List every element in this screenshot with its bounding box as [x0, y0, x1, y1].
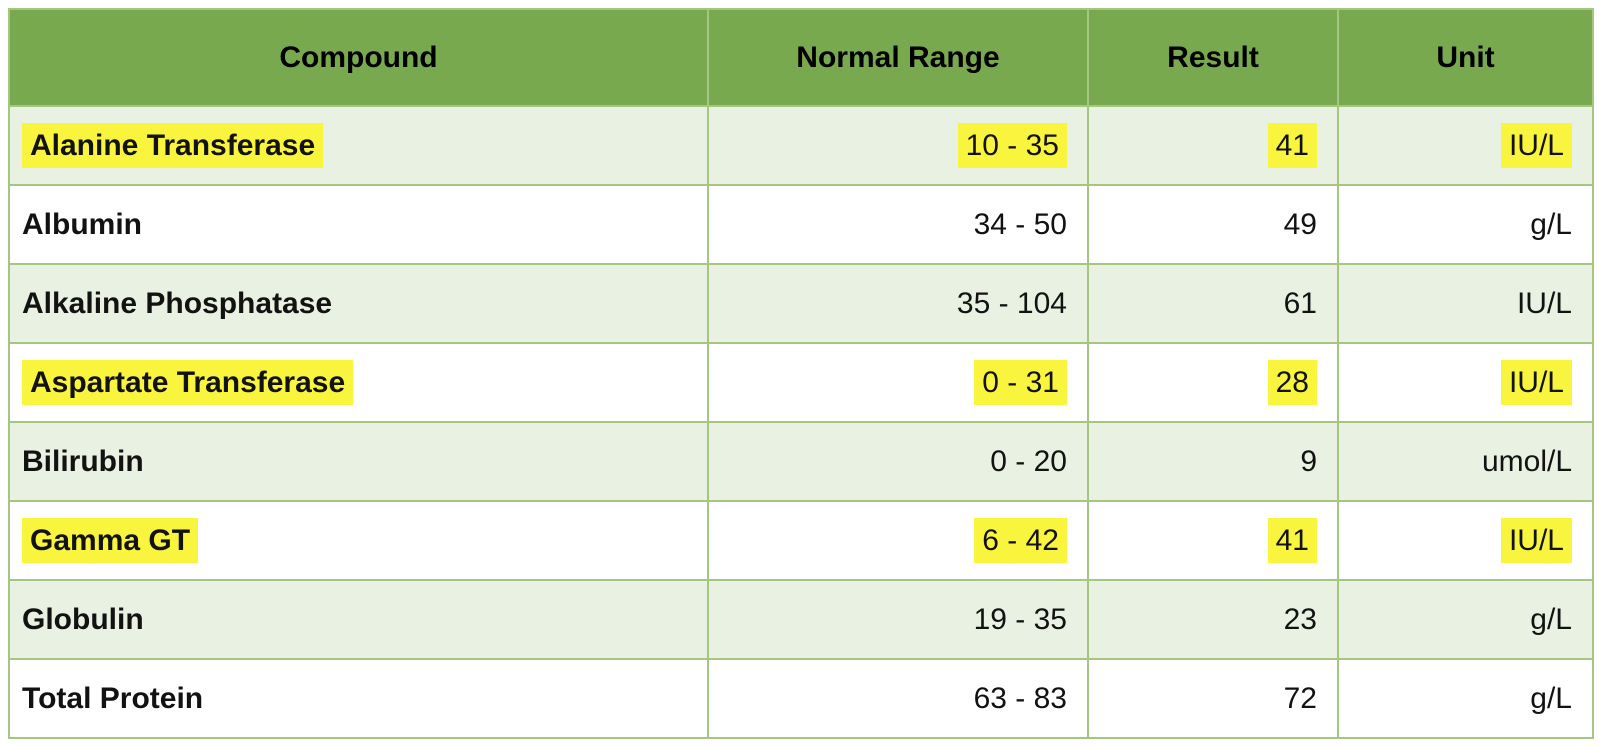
- result-cell: 28: [1087, 342, 1339, 423]
- result-cell: 49: [1087, 184, 1339, 265]
- cell-value: g/L: [1530, 207, 1572, 241]
- unit-cell: IU/L: [1337, 500, 1594, 581]
- table-header: Compound Normal Range Result Unit: [8, 8, 1594, 107]
- highlighted-value: 28: [1267, 359, 1317, 405]
- highlighted-value: IU/L: [1500, 517, 1572, 563]
- table-row: Gamma GT 6 - 42 41 IU/L: [8, 500, 1594, 581]
- cell-value: 61: [1283, 286, 1317, 320]
- cell-value: Globulin: [22, 602, 144, 636]
- normal-range-cell: 6 - 42: [707, 500, 1089, 581]
- unit-cell: g/L: [1337, 184, 1594, 265]
- highlighted-value: Aspartate Transferase: [22, 359, 354, 405]
- normal-range-cell: 10 - 35: [707, 105, 1089, 186]
- result-cell: 41: [1087, 105, 1339, 186]
- cell-value: 19 - 35: [973, 602, 1067, 636]
- cell-value: 49: [1283, 207, 1317, 241]
- table-row: Total Protein 63 - 83 72 g/L: [8, 658, 1594, 739]
- highlighted-value: 10 - 35: [957, 122, 1067, 168]
- normal-range-cell: 19 - 35: [707, 579, 1089, 660]
- cell-value: 0 - 20: [990, 444, 1067, 478]
- cell-value: Albumin: [22, 207, 142, 241]
- unit-cell: umol/L: [1337, 421, 1594, 502]
- normal-range-cell: 0 - 20: [707, 421, 1089, 502]
- unit-cell: IU/L: [1337, 263, 1594, 344]
- highlighted-value: 41: [1267, 122, 1317, 168]
- table-row: Alanine Transferase 10 - 35 41 IU/L: [8, 105, 1594, 186]
- highlighted-value: Gamma GT: [22, 517, 199, 563]
- cell-value: 9: [1300, 444, 1317, 478]
- cell-value: Total Protein: [22, 681, 204, 715]
- highlighted-value: IU/L: [1500, 359, 1572, 405]
- results-tbody: Alanine Transferase 10 - 35 41 IU/L Albumin 3…: [8, 105, 1594, 739]
- table-row: Alkaline Phosphatase 35 - 104 61 IU/L: [8, 263, 1594, 344]
- column-header-compound: Compound: [8, 8, 709, 107]
- column-header-result: Result: [1087, 8, 1339, 107]
- normal-range-cell: 0 - 31: [707, 342, 1089, 423]
- compound-cell: Alanine Transferase: [8, 105, 709, 186]
- lab-results-table: Compound Normal Range Result Unit Alanin…: [8, 8, 1594, 739]
- result-cell: 61: [1087, 263, 1339, 344]
- highlighted-value: 0 - 31: [974, 359, 1067, 405]
- header-row: Compound Normal Range Result Unit: [8, 8, 1594, 107]
- table-row: Aspartate Transferase 0 - 31 28 IU/L: [8, 342, 1594, 423]
- result-cell: 41: [1087, 500, 1339, 581]
- highlighted-value: 6 - 42: [974, 517, 1067, 563]
- compound-cell: Gamma GT: [8, 500, 709, 581]
- cell-value: umol/L: [1481, 444, 1572, 478]
- table-row: Bilirubin 0 - 20 9 umol/L: [8, 421, 1594, 502]
- column-header-normal-range: Normal Range: [707, 8, 1089, 107]
- cell-value: Alkaline Phosphatase: [22, 286, 333, 320]
- highlighted-value: Alanine Transferase: [22, 122, 324, 168]
- unit-cell: g/L: [1337, 579, 1594, 660]
- column-header-unit: Unit: [1337, 8, 1594, 107]
- compound-cell: Globulin: [8, 579, 709, 660]
- result-cell: 9: [1087, 421, 1339, 502]
- compound-cell: Albumin: [8, 184, 709, 265]
- compound-cell: Bilirubin: [8, 421, 709, 502]
- cell-value: 34 - 50: [973, 207, 1067, 241]
- unit-cell: IU/L: [1337, 342, 1594, 423]
- unit-cell: g/L: [1337, 658, 1594, 739]
- result-cell: 23: [1087, 579, 1339, 660]
- normal-range-cell: 63 - 83: [707, 658, 1089, 739]
- cell-value: 63 - 83: [973, 681, 1067, 715]
- table-row: Globulin 19 - 35 23 g/L: [8, 579, 1594, 660]
- cell-value: IU/L: [1516, 286, 1572, 320]
- normal-range-cell: 34 - 50: [707, 184, 1089, 265]
- cell-value: 23: [1283, 602, 1317, 636]
- compound-cell: Total Protein: [8, 658, 709, 739]
- normal-range-cell: 35 - 104: [707, 263, 1089, 344]
- cell-value: g/L: [1530, 602, 1572, 636]
- highlighted-value: IU/L: [1500, 122, 1572, 168]
- table-row: Albumin 34 - 50 49 g/L: [8, 184, 1594, 265]
- cell-value: 35 - 104: [956, 286, 1067, 320]
- unit-cell: IU/L: [1337, 105, 1594, 186]
- cell-value: 72: [1283, 681, 1317, 715]
- highlighted-value: 41: [1267, 517, 1317, 563]
- result-cell: 72: [1087, 658, 1339, 739]
- cell-value: g/L: [1530, 681, 1572, 715]
- compound-cell: Alkaline Phosphatase: [8, 263, 709, 344]
- cell-value: Bilirubin: [22, 444, 144, 478]
- compound-cell: Aspartate Transferase: [8, 342, 709, 423]
